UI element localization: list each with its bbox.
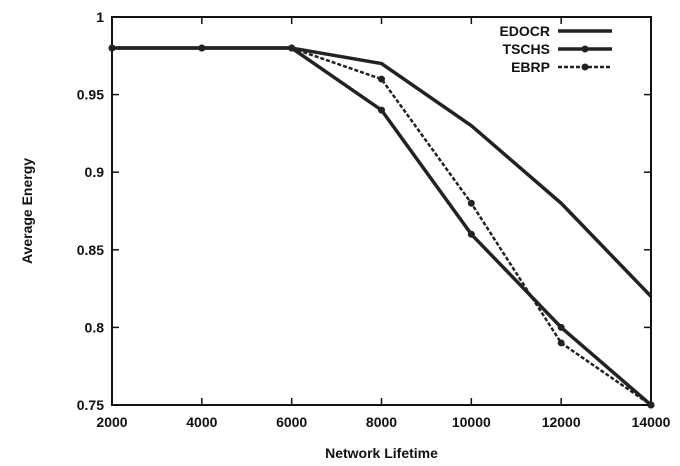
- data-point-ebrp: [378, 75, 385, 83]
- data-point-ebrp: [467, 199, 475, 207]
- y-tick-label: 0.95: [77, 87, 104, 103]
- data-point-tschs: [467, 230, 475, 238]
- data-point-ebrp: [108, 44, 116, 52]
- x-tick-label: 6000: [276, 414, 307, 430]
- y-tick-label: 0.85: [77, 242, 104, 258]
- data-point-ebrp: [288, 44, 296, 52]
- x-tick-label: 2000: [96, 414, 127, 430]
- y-axis-title: Average Energy: [19, 158, 35, 264]
- y-tick-label: 0.9: [85, 164, 105, 180]
- x-tick-label: 8000: [366, 414, 397, 430]
- legend-label-edocr: EDOCR: [499, 23, 550, 39]
- legend-marker-tschs: [581, 45, 589, 53]
- legend: EDOCR TSCHS EBRP: [499, 23, 612, 75]
- y-tick-label: 0.75: [77, 397, 104, 413]
- x-axis-title: Network Lifetime: [325, 445, 438, 461]
- series-line-tschs: [112, 46, 653, 407]
- x-tick-label: 12000: [542, 414, 581, 430]
- data-point-tschs: [378, 106, 385, 114]
- x-tick-labels: 2000 4000 6000 8000 10000 12000 14000: [96, 414, 670, 430]
- series-lines: [108, 44, 655, 409]
- series-line-edocr: [112, 46, 653, 298]
- data-point-ebrp: [647, 401, 655, 409]
- y-tick-labels: 0.75 0.8 0.85 0.9 0.95 1: [77, 9, 104, 413]
- legend-label-tschs: TSCHS: [503, 41, 550, 57]
- y-tick-label: 1: [96, 9, 104, 25]
- data-point-ebrp: [557, 339, 565, 347]
- legend-label-ebrp: EBRP: [511, 59, 550, 75]
- series-line-ebrp: [112, 46, 652, 407]
- data-point-tschs: [557, 323, 565, 331]
- y-tick-label: 0.8: [85, 319, 105, 335]
- x-tick-label: 4000: [186, 414, 217, 430]
- data-point-ebrp: [198, 44, 206, 52]
- legend-marker-ebrp: [581, 63, 589, 71]
- x-tick-label: 14000: [632, 414, 671, 430]
- x-tick-label: 10000: [452, 414, 491, 430]
